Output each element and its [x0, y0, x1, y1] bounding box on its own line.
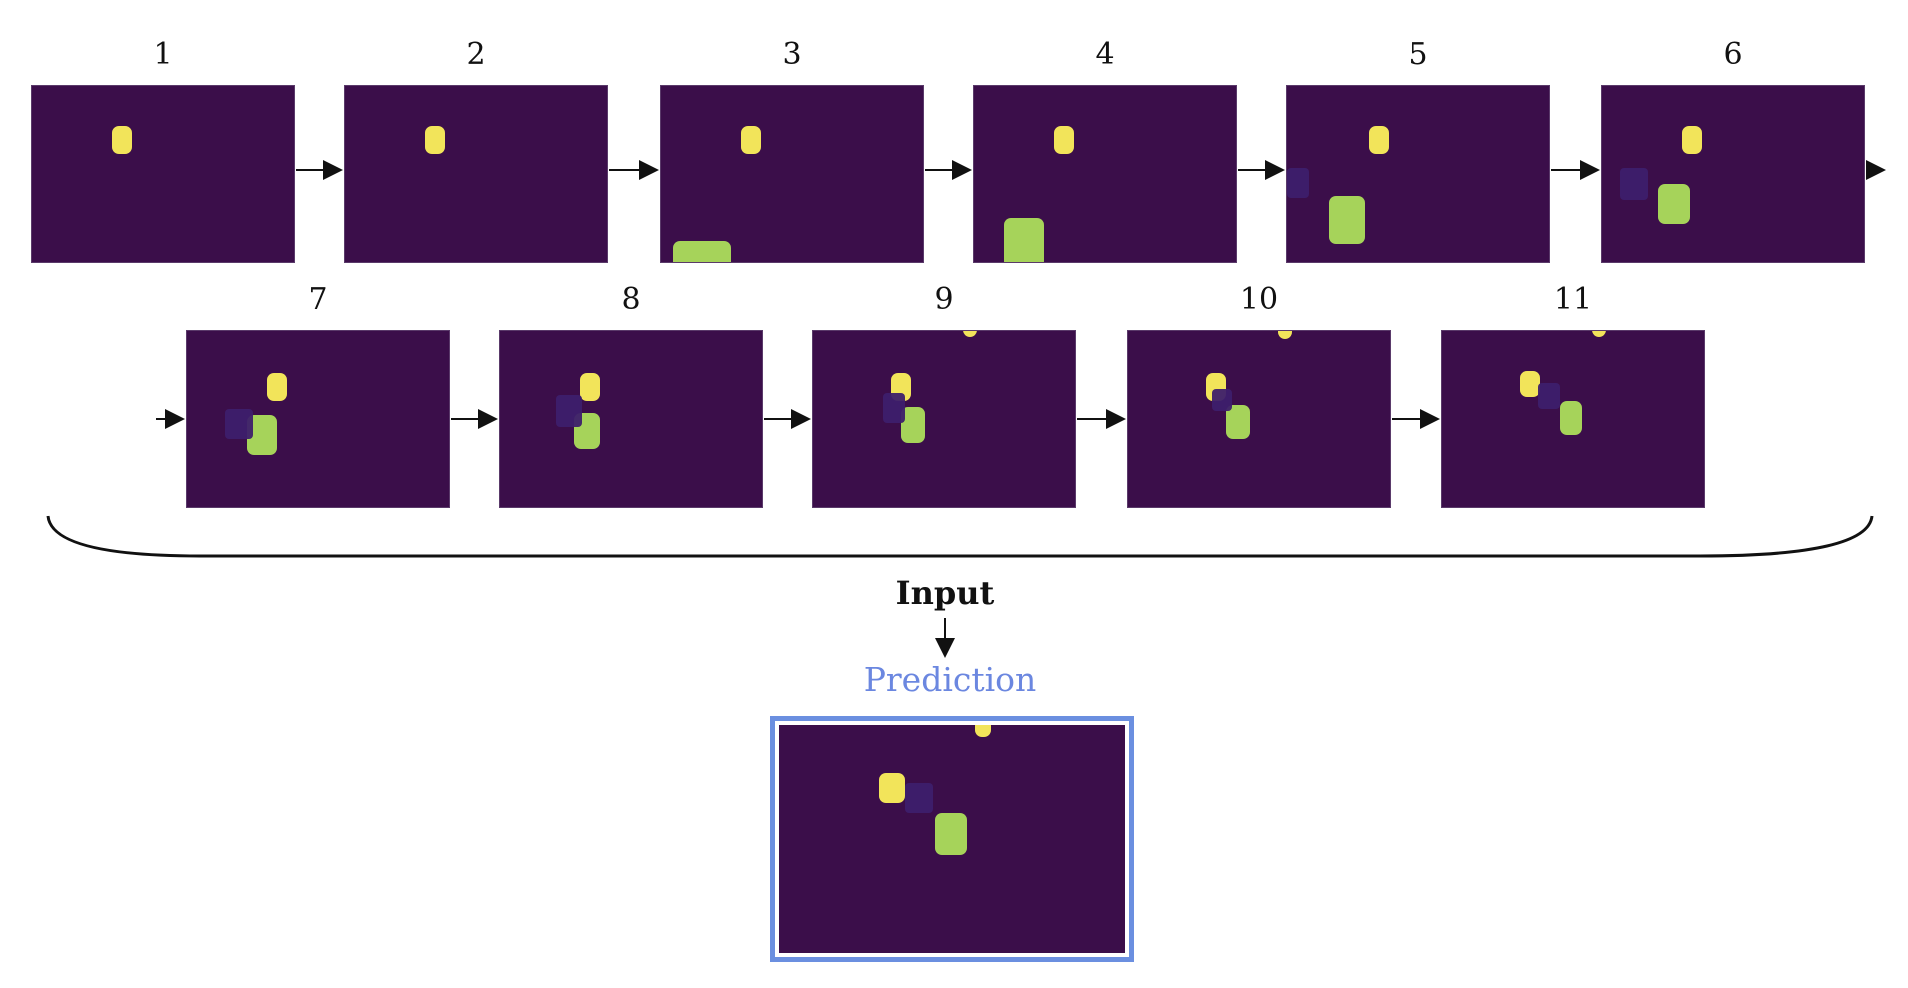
- yellow-object: [1592, 331, 1606, 337]
- yellow-object: [1520, 371, 1540, 397]
- yellow-object: [267, 373, 287, 401]
- frame-5-label: 5: [1408, 37, 1428, 72]
- frame-2: [345, 86, 607, 262]
- frame-11-label: 11: [1553, 282, 1593, 317]
- green-object: [1560, 401, 1582, 435]
- frame-6: [1602, 86, 1864, 262]
- green-object: [1658, 184, 1690, 224]
- shadow-object: [1212, 389, 1232, 411]
- shadow-object: [225, 409, 253, 439]
- frame-5: [1287, 86, 1549, 262]
- frame-8-label: 8: [621, 282, 641, 317]
- shadow-object: [1287, 168, 1309, 198]
- frame-10-label: 10: [1239, 282, 1279, 317]
- frame-1: [32, 86, 294, 262]
- green-object: [1004, 218, 1044, 262]
- grouping-brace: [46, 515, 1874, 558]
- yellow-object: [1369, 126, 1389, 154]
- frame-4: [974, 86, 1236, 262]
- yellow-object: [963, 331, 977, 337]
- shadow-object: [905, 783, 933, 813]
- yellow-object: [975, 725, 991, 737]
- frame-9-label: 9: [934, 282, 954, 317]
- frame-3-label: 3: [782, 37, 802, 72]
- input-label: Input: [895, 574, 995, 612]
- prediction-frame-canvas: [779, 725, 1125, 953]
- yellow-object: [1682, 126, 1702, 154]
- frame-2-label: 2: [466, 37, 486, 72]
- yellow-object: [879, 773, 905, 803]
- frame-7-label: 7: [308, 282, 328, 317]
- shadow-object: [883, 393, 905, 423]
- yellow-object: [580, 373, 600, 401]
- green-object: [935, 813, 967, 855]
- prediction-frame: [770, 716, 1134, 962]
- frame-3: [661, 86, 923, 262]
- shadow-object: [556, 395, 582, 427]
- yellow-object: [425, 126, 445, 154]
- frame-8: [500, 331, 762, 507]
- frame-1-label: 1: [153, 37, 173, 72]
- green-object: [1329, 196, 1365, 244]
- frame-10: [1128, 331, 1390, 507]
- frame-6-label: 6: [1723, 37, 1743, 72]
- shadow-object: [1538, 383, 1560, 409]
- frame-4-label: 4: [1095, 37, 1115, 72]
- frame-7: [187, 331, 449, 507]
- frame-11: [1442, 331, 1704, 507]
- prediction-label: Prediction: [863, 660, 1037, 699]
- green-object: [1226, 405, 1250, 439]
- green-object: [901, 407, 925, 443]
- yellow-object: [1054, 126, 1074, 154]
- green-object: [673, 241, 731, 262]
- shadow-object: [1620, 168, 1648, 200]
- yellow-object: [112, 126, 132, 154]
- yellow-object: [1278, 331, 1292, 339]
- yellow-object: [741, 126, 761, 154]
- frame-9: [813, 331, 1075, 507]
